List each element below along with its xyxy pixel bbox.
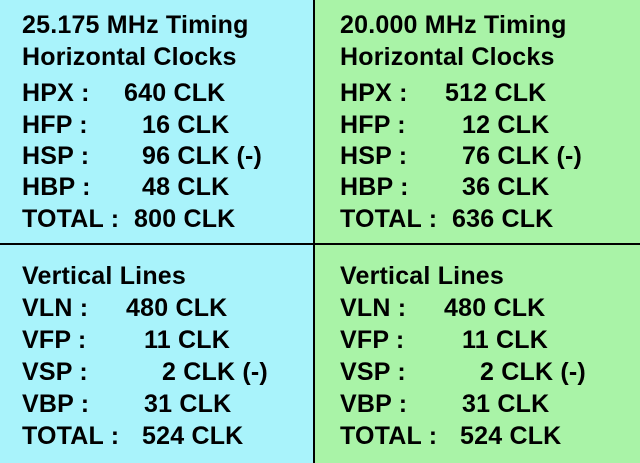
- panel-title: Vertical Lines: [22, 262, 186, 290]
- row-label: VSP :: [340, 358, 406, 386]
- row-label: VLN :: [340, 294, 407, 322]
- row-value: 2 CLK (-): [480, 358, 586, 386]
- row-label: HBP :: [22, 173, 91, 201]
- row-label: HSP :: [340, 142, 408, 170]
- panel-title: 25.175 MHz Timing: [22, 11, 249, 39]
- row-label: TOTAL :: [340, 422, 438, 450]
- row-value: 636 CLK: [452, 205, 554, 233]
- row-label: VSP :: [22, 358, 88, 386]
- row-value: 524 CLK: [460, 422, 562, 450]
- row-value: 31 CLK: [462, 390, 550, 418]
- row-label: TOTAL :: [22, 205, 120, 233]
- row-value: 480 CLK: [126, 294, 228, 322]
- panel-vertical-lines-right: Vertical Lines VLN : 480 CLK VFP : 11 CL…: [315, 245, 640, 463]
- row-label: HBP :: [340, 173, 409, 201]
- panel-25mhz-horizontal: 25.175 MHz Timing Horizontal Clocks HPX …: [0, 0, 313, 243]
- row-value: 31 CLK: [144, 390, 232, 418]
- row-label: HPX :: [340, 79, 408, 107]
- row-value: 800 CLK: [134, 205, 236, 233]
- row-value: 512 CLK: [445, 79, 547, 107]
- row-label: HFP :: [22, 111, 88, 139]
- row-label: VBP :: [340, 390, 408, 418]
- panel-20mhz-horizontal: 20.000 MHz Timing Horizontal Clocks HPX …: [315, 0, 640, 243]
- row-value: 480 CLK: [444, 294, 546, 322]
- row-label: HFP :: [340, 111, 406, 139]
- panel-subtitle: Horizontal Clocks: [340, 43, 555, 71]
- panel-title: Vertical Lines: [340, 262, 504, 290]
- row-value: 12 CLK: [462, 111, 550, 139]
- row-label: VLN :: [22, 294, 89, 322]
- row-value: 76 CLK (-): [462, 142, 583, 170]
- row-value: 96 CLK (-): [142, 142, 263, 170]
- panel-subtitle: Horizontal Clocks: [22, 43, 237, 71]
- panel-vertical-lines-left: Vertical Lines VLN : 480 CLK VFP : 11 CL…: [0, 245, 313, 463]
- row-label: VFP :: [340, 326, 405, 354]
- row-label: VBP :: [22, 390, 90, 418]
- row-label: VFP :: [22, 326, 87, 354]
- row-value: 11 CLK: [144, 326, 230, 354]
- row-value: 36 CLK: [462, 173, 550, 201]
- panel-title: 20.000 MHz Timing: [340, 11, 567, 39]
- row-label: TOTAL :: [340, 205, 438, 233]
- row-value: 16 CLK: [142, 111, 230, 139]
- row-label: HSP :: [22, 142, 90, 170]
- row-value: 2 CLK (-): [162, 358, 268, 386]
- row-label: TOTAL :: [22, 422, 120, 450]
- row-value: 640 CLK: [124, 79, 226, 107]
- row-value: 524 CLK: [142, 422, 244, 450]
- row-value: 48 CLK: [142, 173, 230, 201]
- row-label: HPX :: [22, 79, 90, 107]
- row-value: 11 CLK: [462, 326, 548, 354]
